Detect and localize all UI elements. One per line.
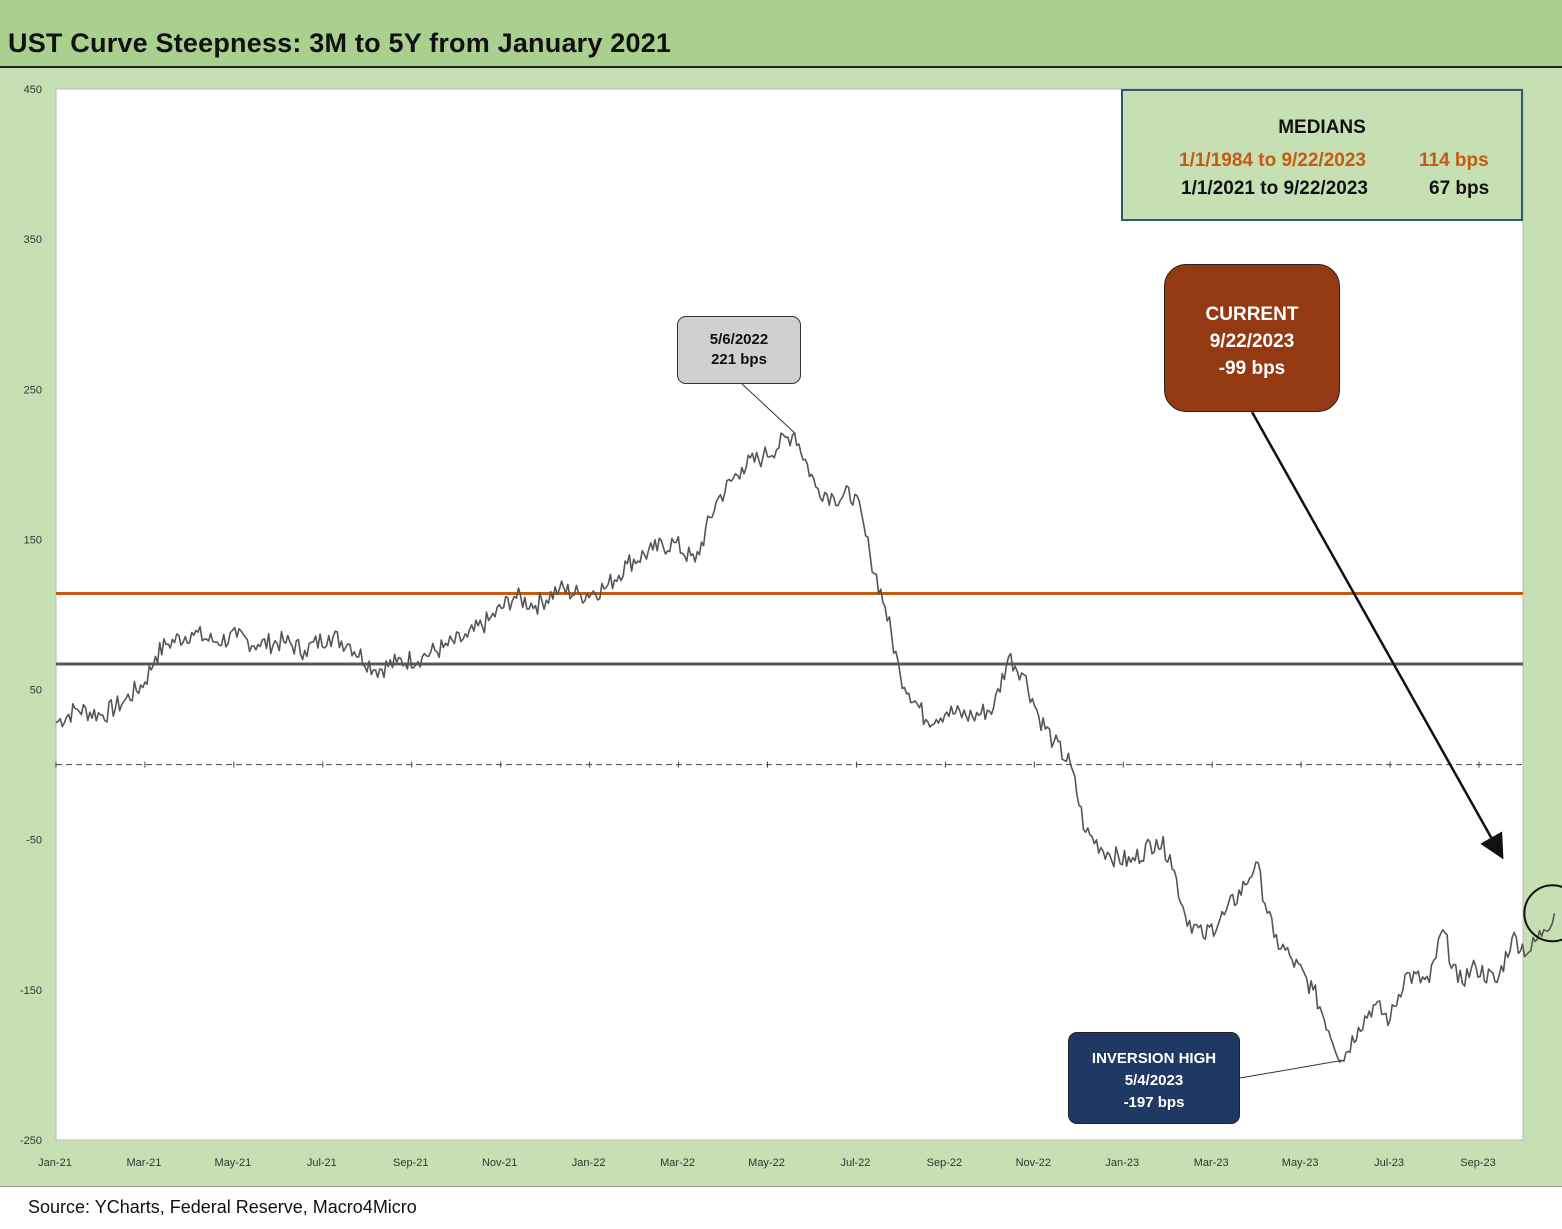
x-tick-label: Jan-23 bbox=[1105, 1157, 1139, 1169]
y-tick-label: 50 bbox=[30, 685, 42, 697]
chart-title: UST Curve Steepness: 3M to 5Y from Janua… bbox=[8, 28, 672, 58]
current-circle bbox=[1523, 884, 1562, 943]
series-line bbox=[55, 432, 1556, 1063]
median-short-value: 67 bps bbox=[1429, 178, 1490, 199]
x-tick-label: Nov-22 bbox=[1016, 1157, 1051, 1169]
inversion-leader-line bbox=[1239, 1059, 1342, 1079]
plot-area bbox=[55, 88, 1524, 1141]
y-tick-label: 350 bbox=[24, 234, 42, 246]
y-tick-label: -150 bbox=[20, 985, 42, 997]
peak-callout: 5/6/2022 221 bps bbox=[677, 316, 801, 384]
x-tick-label: Mar-21 bbox=[127, 1157, 162, 1169]
current-value: -99 bps bbox=[1218, 358, 1286, 379]
x-tick-label: May-22 bbox=[748, 1157, 785, 1169]
medians-box: MEDIANS 1/1/1984 to 9/22/2023 114 bps 1/… bbox=[1121, 89, 1523, 221]
inversion-value: -197 bps bbox=[1123, 1094, 1185, 1111]
medians-heading: MEDIANS bbox=[1278, 117, 1366, 138]
median-short-range: 1/1/2021 to 9/22/2023 bbox=[1181, 178, 1368, 199]
title-band bbox=[0, 0, 1562, 68]
x-tick-label: Mar-23 bbox=[1194, 1157, 1229, 1169]
current-date: 9/22/2023 bbox=[1209, 331, 1295, 352]
y-tick-label: 150 bbox=[24, 534, 42, 546]
current-label: CURRENT bbox=[1205, 304, 1299, 325]
footer bbox=[0, 1186, 1562, 1229]
x-tick-label: May-21 bbox=[215, 1157, 252, 1169]
x-tick-label: Jul-23 bbox=[1374, 1157, 1404, 1169]
peak-date: 5/6/2022 bbox=[709, 331, 769, 348]
y-tick-label: -250 bbox=[20, 1135, 42, 1147]
x-tick-label: May-23 bbox=[1282, 1157, 1319, 1169]
x-tick-label: Sep-22 bbox=[927, 1157, 962, 1169]
peak-value: 221 bps bbox=[711, 351, 767, 368]
y-tick-label: 450 bbox=[24, 84, 42, 96]
y-tick-label: -50 bbox=[26, 835, 42, 847]
x-tick-label: Jul-22 bbox=[840, 1157, 870, 1169]
inversion-label: INVERSION HIGH bbox=[1091, 1050, 1217, 1067]
inversion-date: 5/4/2023 bbox=[1124, 1072, 1184, 1089]
peak-leader-line bbox=[741, 383, 795, 434]
median-long-value: 114 bps bbox=[1419, 150, 1489, 171]
x-tick-label: Jan-22 bbox=[572, 1157, 606, 1169]
x-tick-label: Mar-22 bbox=[660, 1157, 695, 1169]
x-tick-label: Sep-21 bbox=[393, 1157, 428, 1169]
x-tick-label: Sep-23 bbox=[1460, 1157, 1495, 1169]
x-tick-label: Jan-21 bbox=[38, 1157, 72, 1169]
current-callout: CURRENT 9/22/2023 -99 bps bbox=[1164, 264, 1340, 412]
y-tick-label: 250 bbox=[24, 384, 42, 396]
current-arrow bbox=[1250, 411, 1504, 860]
x-tick-label: Nov-21 bbox=[482, 1157, 517, 1169]
inversion-callout: INVERSION HIGH 5/4/2023 -197 bps bbox=[1068, 1032, 1240, 1124]
source-note: Source: YCharts, Federal Reserve, Macro4… bbox=[28, 1197, 417, 1217]
median-long-range: 1/1/1984 to 9/22/2023 bbox=[1179, 150, 1366, 171]
x-tick-label: Jul-21 bbox=[307, 1157, 337, 1169]
